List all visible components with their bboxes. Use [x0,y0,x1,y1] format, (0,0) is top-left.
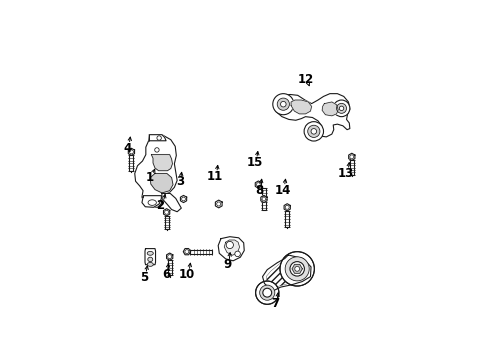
Circle shape [262,288,271,297]
Polygon shape [149,135,166,141]
Circle shape [307,125,319,138]
Circle shape [304,122,323,141]
Text: 2: 2 [156,199,164,212]
Bar [349,161,353,175]
Polygon shape [262,255,310,291]
Circle shape [226,242,233,249]
Circle shape [294,266,299,271]
Polygon shape [150,174,173,193]
Polygon shape [291,264,302,273]
Circle shape [256,183,260,186]
Circle shape [129,150,133,154]
Circle shape [280,102,285,107]
Text: 5: 5 [140,271,148,284]
Text: 13: 13 [337,167,354,180]
Polygon shape [151,155,172,171]
Polygon shape [166,253,172,260]
Circle shape [154,148,159,152]
Text: 4: 4 [123,142,131,155]
Circle shape [339,106,343,111]
Circle shape [167,255,171,258]
Text: 7: 7 [271,297,279,310]
Polygon shape [180,195,186,203]
Circle shape [285,257,308,281]
Polygon shape [290,100,311,114]
Polygon shape [183,248,190,255]
Circle shape [280,252,314,286]
Polygon shape [260,195,266,203]
Bar [190,250,212,253]
Circle shape [184,250,188,254]
Polygon shape [322,102,338,116]
Circle shape [262,197,265,201]
Circle shape [259,285,274,300]
Circle shape [310,129,316,134]
Text: 6: 6 [162,268,170,281]
Bar [164,216,168,229]
Polygon shape [142,195,161,207]
Bar [285,211,288,227]
Text: 3: 3 [176,175,183,188]
Polygon shape [162,193,181,212]
Text: 1: 1 [145,171,153,184]
Circle shape [285,205,288,209]
Polygon shape [135,135,177,207]
Text: 12: 12 [297,73,313,86]
Polygon shape [145,249,155,265]
Circle shape [277,98,289,110]
Polygon shape [255,181,261,188]
Bar [262,188,265,210]
Text: 14: 14 [274,184,290,197]
Circle shape [289,262,304,276]
Circle shape [181,197,185,201]
Circle shape [349,155,353,159]
Text: 9: 9 [223,258,231,271]
Circle shape [272,94,293,115]
Polygon shape [218,237,244,261]
Bar [129,156,133,171]
Ellipse shape [147,257,152,262]
Polygon shape [224,240,239,255]
Text: 15: 15 [246,156,263,169]
Polygon shape [273,94,349,137]
Circle shape [336,103,346,113]
Ellipse shape [148,200,156,205]
Circle shape [157,136,161,140]
Ellipse shape [147,262,153,266]
Circle shape [255,281,278,304]
Circle shape [164,210,168,214]
Bar [167,260,171,275]
Polygon shape [265,258,307,290]
Ellipse shape [147,251,153,255]
Polygon shape [284,204,290,211]
Polygon shape [163,209,169,216]
Polygon shape [348,153,354,161]
Text: 8: 8 [254,184,263,197]
Text: 11: 11 [206,170,222,183]
Text: 10: 10 [179,268,195,281]
Circle shape [216,202,220,206]
Polygon shape [128,148,134,156]
Circle shape [234,251,240,257]
Circle shape [332,100,349,117]
Polygon shape [215,200,222,208]
